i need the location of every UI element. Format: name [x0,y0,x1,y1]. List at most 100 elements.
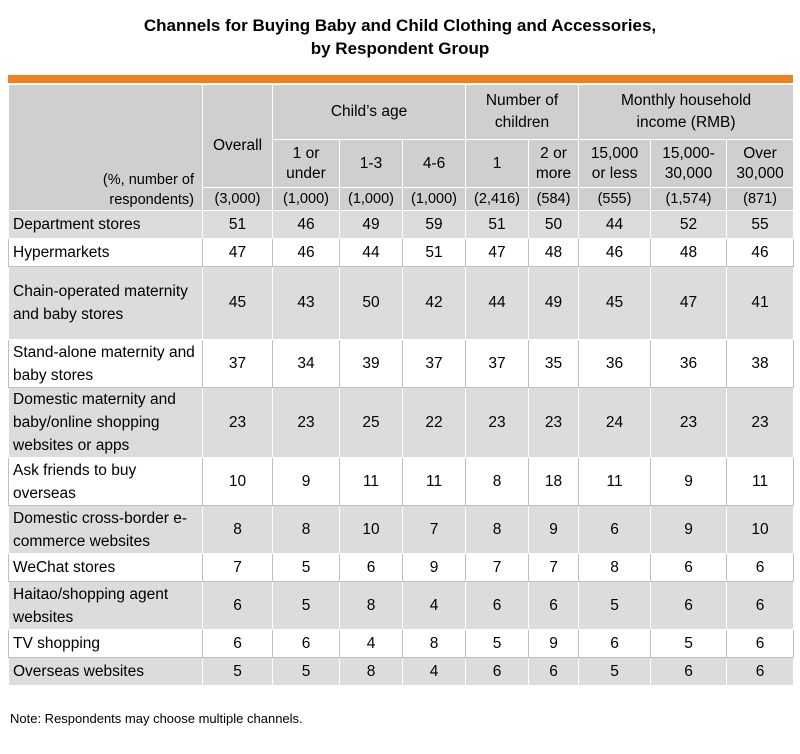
row-label: Department stores [8,210,203,239]
sample-size-cell: (555) [578,187,652,211]
subheader-cell: 1 [465,139,530,188]
row-label: Domestic maternity and baby/online shopp… [8,387,203,458]
value-cell: 4 [401,657,467,686]
value-cell: 10 [202,457,273,506]
value-cell: 7 [528,553,580,582]
value-cell: 10 [726,505,795,554]
value-cell: 51 [465,210,530,239]
value-cell: 18 [528,457,580,506]
subheader-cell: Over 30,000 [726,139,795,188]
value-cell: 49 [528,266,580,340]
value-cell: 5 [272,657,340,686]
table-row: Stand-alone maternity and baby stores 37 3… [8,339,795,388]
table-row: Chain-operated maternity and baby stores… [8,266,795,340]
table-row: Hypermarkets 47 46 44 51 47 48 46 48 46 [8,238,795,267]
value-cell: 8 [465,457,530,506]
row-label: Stand-alone maternity and baby stores [8,339,203,388]
value-cell: 5 [465,629,530,658]
value-cell: 43 [272,266,340,340]
value-cell: 9 [528,505,580,554]
value-cell: 6 [339,553,403,582]
value-cell: 47 [202,238,273,267]
row-label: Ask friends to buy overseas [8,457,203,506]
sample-size-cell: (1,000) [272,187,340,211]
value-cell: 23 [528,387,580,458]
value-cell: 45 [202,266,273,340]
income-header: Monthly household income (RMB) [578,84,795,140]
value-cell: 4 [339,629,403,658]
value-cell: 5 [272,581,340,630]
value-cell: 37 [202,339,273,388]
sample-size-cell: (1,574) [650,187,728,211]
value-cell: 6 [528,581,580,630]
table-row: Ask friends to buy overseas 10 9 11 11 8 18 11 9… [8,457,795,506]
value-cell: 51 [401,238,467,267]
value-cell: 7 [401,505,467,554]
row-label: Hypermarkets [8,238,203,267]
value-cell: 22 [401,387,467,458]
value-cell: 9 [650,457,728,506]
value-cell: 6 [465,657,530,686]
value-cell: 50 [528,210,580,239]
value-cell: 25 [339,387,403,458]
row-label: Chain-operated maternity and baby stores [8,266,203,340]
accent-bar [8,75,793,83]
number-of-children-header: Number of children [465,84,580,140]
table-row: Overseas websites 5 5 8 4 6 6 5 6 6 [8,657,795,686]
value-cell: 36 [578,339,652,388]
subheader-cell: 15,000- 30,000 [650,139,728,188]
value-cell: 6 [578,505,652,554]
value-cell: 6 [726,581,795,630]
value-cell: 47 [465,238,530,267]
value-cell: 46 [272,238,340,267]
table-row: Domestic cross-border e-commerce website… [8,505,795,554]
value-cell: 38 [726,339,795,388]
value-cell: 44 [578,210,652,239]
value-cell: 8 [339,657,403,686]
value-cell: 34 [272,339,340,388]
row-label: Haitao/shopping agent websites [8,581,203,630]
subheader-cell: 4-6 [401,139,467,188]
corner-label: (%, number of respondents) [8,84,203,211]
value-cell: 6 [202,581,273,630]
value-cell: 6 [578,629,652,658]
value-cell: 44 [339,238,403,267]
value-cell: 51 [202,210,273,239]
value-cell: 6 [202,629,273,658]
value-cell: 9 [401,553,467,582]
value-cell: 55 [726,210,795,239]
value-cell: 41 [726,266,795,340]
value-cell: 11 [726,457,795,506]
value-cell: 6 [726,553,795,582]
value-cell: 5 [202,657,273,686]
value-cell: 9 [650,505,728,554]
value-cell: 6 [272,629,340,658]
row-label: Overseas websites [8,657,203,686]
sample-size-row: (3,000) (1,000) (1,000) (1,000) (2,416) (584)… [9,187,795,211]
value-cell: 5 [578,581,652,630]
overall-header: Overall [202,84,273,188]
value-cell: 23 [650,387,728,458]
subheader-cell: 1-3 [339,139,403,188]
data-table: (%, number of respondents) Overall Child… [8,84,795,686]
chart-title-line1: Channels for Buying Baby and Child Cloth… [143,16,657,35]
subheader-cell: 2 or more [528,139,580,188]
value-cell: 37 [401,339,467,388]
value-cell: 23 [272,387,340,458]
value-cell: 10 [339,505,403,554]
value-cell: 6 [528,657,580,686]
sample-size-cell: (3,000) [202,187,273,211]
row-label: TV shopping [8,629,203,658]
value-cell: 45 [578,266,652,340]
chart-title-line2: by Respondent Group [310,39,490,58]
value-cell: 37 [465,339,530,388]
value-cell: 8 [578,553,652,582]
value-cell: 11 [339,457,403,506]
value-cell: 11 [578,457,652,506]
value-cell: 7 [202,553,273,582]
value-cell: 59 [401,210,467,239]
value-cell: 48 [650,238,728,267]
table-row: Department stores 51 46 49 59 51 50 44 52 55 [8,210,795,239]
footnote: Note: Respondents may choose multiple ch… [10,711,303,726]
